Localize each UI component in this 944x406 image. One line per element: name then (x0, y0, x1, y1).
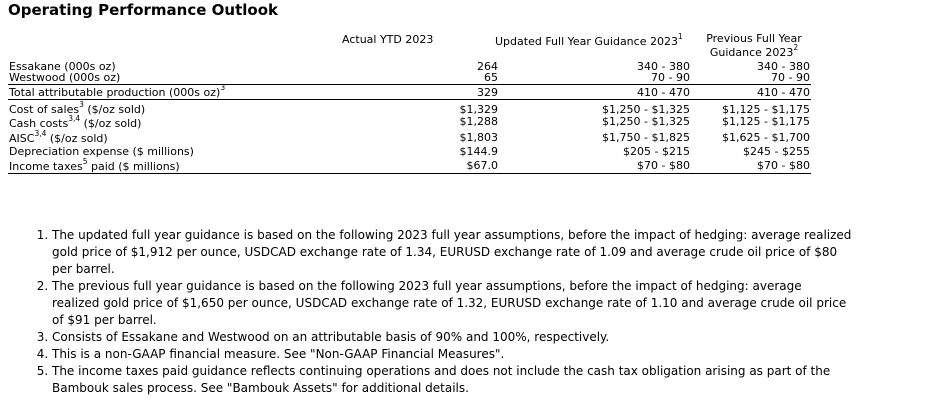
footnote-marker: 2 (793, 43, 799, 53)
cell-updated: $1,250 - $1,325 (602, 102, 690, 116)
table-row: Essakane (000s oz) 264 340 - 380 340 - 3… (8, 60, 811, 73)
cell-updated: $1,750 - $1,825 (602, 130, 690, 144)
cell-actual: $1,803 (459, 130, 499, 144)
footnote-item: This is a non-GAAP financial measure. Se… (52, 346, 852, 363)
page-title: Operating Performance Outlook (8, 1, 278, 19)
footnote-item: Consists of Essakane and Westwood on an … (52, 329, 852, 346)
cell-updated: $1,250 - $1,325 (602, 114, 690, 128)
table-row: Income taxes5 paid ($ millions) $67.0 $7… (8, 158, 811, 174)
column-header-updated: Updated Full Year Guidance 20231 (495, 32, 683, 49)
cell-actual: $144.9 (459, 144, 499, 158)
table-row: Westwood (000s oz) 65 70 - 90 70 - 90 (8, 70, 811, 85)
cell-actual: 65 (484, 70, 498, 84)
cell-actual: 264 (477, 60, 498, 73)
row-label: Depreciation expense ($ millions) (9, 144, 194, 158)
footnotes-list: The updated full year guidance is based … (8, 227, 852, 397)
cell-previous: $245 - $255 (743, 144, 810, 158)
cell-updated: 410 - 470 (637, 85, 690, 99)
table-row: Total attributable production (000s oz)3… (8, 82, 811, 100)
cell-previous: 410 - 470 (757, 85, 810, 99)
cell-actual: $1,288 (459, 114, 499, 128)
column-header-updated-label: Updated Full Year Guidance 2023 (495, 35, 678, 48)
cell-previous: $1,125 - $1,175 (722, 102, 810, 116)
cell-actual: 329 (477, 85, 498, 99)
footnote-marker: 1 (677, 32, 683, 42)
row-label: Total attributable production (000s oz)3 (9, 82, 226, 99)
footnote-item: The updated full year guidance is based … (52, 227, 852, 278)
cell-updated: 70 - 90 (651, 70, 690, 84)
row-label: Income taxes5 paid ($ millions) (9, 156, 180, 173)
cell-actual: $1,329 (459, 102, 499, 116)
cell-updated: $70 - $80 (637, 158, 690, 172)
cell-previous: $1,125 - $1,175 (722, 114, 810, 128)
table-row: Depreciation expense ($ millions) $144.9… (8, 143, 811, 158)
footnote-item: The previous full year guidance is based… (52, 278, 852, 329)
row-label: AISC3,4 ($/oz sold) (9, 128, 108, 145)
cell-updated: $205 - $215 (623, 144, 690, 158)
table-row: Cash costs3,4 ($/oz sold) $1,288 $1,250 … (8, 115, 811, 130)
footnote-item: The income taxes paid guidance reflects … (52, 363, 852, 397)
column-header-actual: Actual YTD 2023 (342, 33, 434, 46)
column-header-previous: Previous Full Year Guidance 20232 (698, 32, 810, 60)
cell-previous: 70 - 90 (771, 70, 810, 84)
row-label: Cost of sales3 ($/oz sold) (9, 99, 146, 116)
cell-previous: $70 - $80 (757, 158, 810, 172)
cell-updated: 340 - 380 (637, 60, 690, 73)
row-label: Westwood (000s oz) (9, 70, 121, 84)
table-row: AISC3,4 ($/oz sold) $1,803 $1,750 - $1,8… (8, 128, 811, 145)
row-label: Cash costs3,4 ($/oz sold) (9, 113, 142, 130)
cell-previous: $1,625 - $1,700 (722, 130, 810, 144)
column-header-previous-label: Previous Full Year Guidance 2023 (706, 32, 802, 59)
cell-previous: 340 - 380 (757, 60, 810, 73)
outlook-table: Essakane (000s oz) 264 340 - 380 340 - 3… (8, 60, 811, 174)
cell-actual: $67.0 (466, 158, 499, 172)
table-row: Cost of sales3 ($/oz sold) $1,329 $1,250… (8, 99, 811, 116)
row-label: Essakane (000s oz) (9, 60, 116, 73)
